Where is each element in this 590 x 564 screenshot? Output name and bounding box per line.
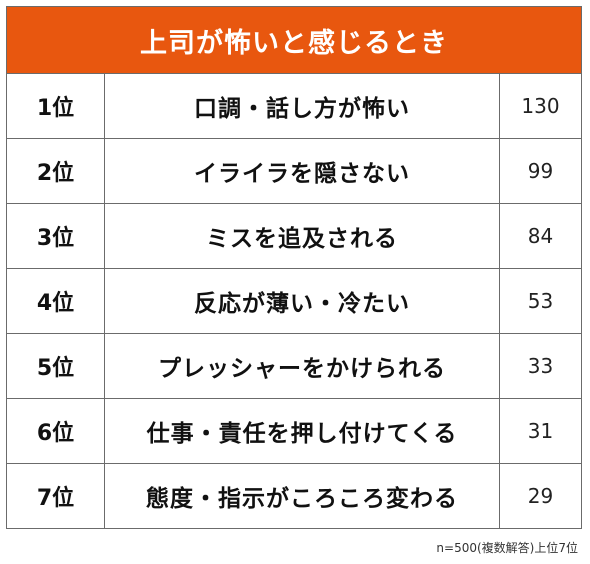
sample-note: n=500(複数解答)上位7位 <box>436 541 578 555</box>
reason-label: イライラを隠さない <box>105 139 500 203</box>
reason-label: 仕事・責任を押し付けてくる <box>105 399 500 463</box>
table-title: 上司が怖いと感じるとき <box>7 7 581 74</box>
rank-label: 2位 <box>7 139 105 203</box>
table-body: 1位 口調・話し方が怖い 130 2位 イライラを隠さない 99 3位 ミスを追及される 84 4… <box>7 74 581 528</box>
count-value: 29 <box>527 484 554 508</box>
reason-label: 口調・話し方が怖い <box>105 74 500 138</box>
count-value: 84 <box>527 224 554 248</box>
ranking-table: 上司が怖いと感じるとき 1位 口調・話し方が怖い 130 2位 イライラを隠さない 99 3… <box>6 6 582 529</box>
reason-label: 態度・指示がころころ変わる <box>105 464 500 528</box>
table-row: 1位 口調・話し方が怖い 130 <box>7 74 581 139</box>
count-value: 31 <box>527 419 554 443</box>
reason-label: 反応が薄い・冷たい <box>105 269 500 333</box>
reason-label: ミスを追及される <box>105 204 500 268</box>
rank-label: 7位 <box>7 464 105 528</box>
table-row: 7位 態度・指示がころころ変わる 29 <box>7 464 581 528</box>
count-value: 53 <box>527 289 554 313</box>
rank-label: 4位 <box>7 269 105 333</box>
rank-label: 5位 <box>7 334 105 398</box>
rank-label: 3位 <box>7 204 105 268</box>
table-row: 4位 反応が薄い・冷たい 53 <box>7 269 581 334</box>
count-value: 99 <box>527 159 554 183</box>
count-value: 33 <box>527 354 554 378</box>
table-row: 3位 ミスを追及される 84 <box>7 204 581 269</box>
table-row: 6位 仕事・責任を押し付けてくる 31 <box>7 399 581 464</box>
table-row: 2位 イライラを隠さない 99 <box>7 139 581 204</box>
rank-label: 6位 <box>7 399 105 463</box>
rank-label: 1位 <box>7 74 105 138</box>
reason-label: プレッシャーをかけられる <box>105 334 500 398</box>
count-value: 130 <box>521 94 560 118</box>
table-row: 5位 プレッシャーをかけられる 33 <box>7 334 581 399</box>
